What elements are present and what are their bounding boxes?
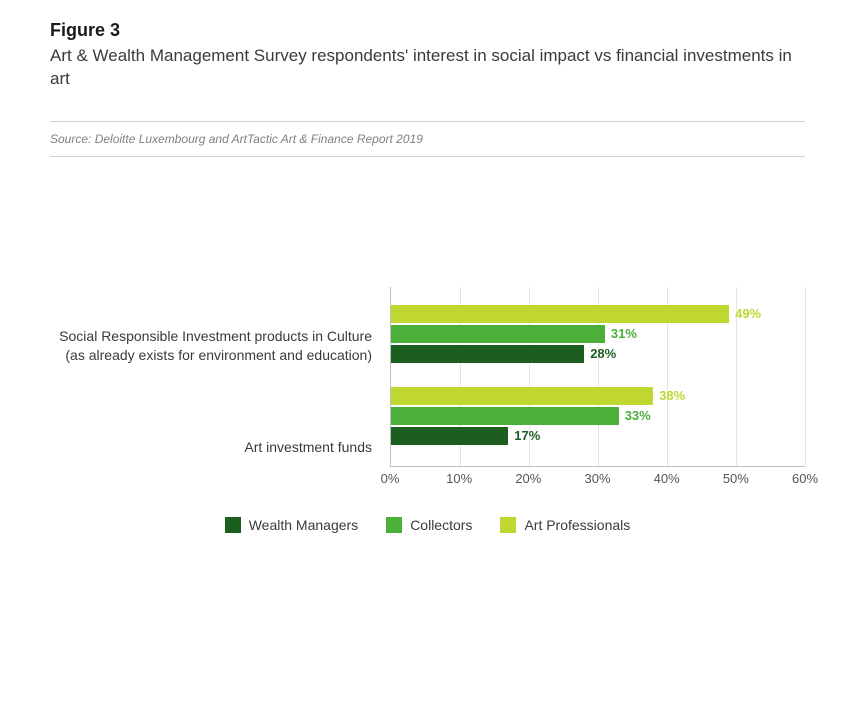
bar-wrap: 31% [391, 325, 805, 343]
chart: Social Responsible Investment products i… [50, 287, 805, 533]
bar-value-label: 17% [508, 427, 540, 445]
figure-title: Figure 3 [50, 20, 805, 41]
bar-value-label: 49% [729, 305, 761, 323]
x-axis-ticks: 0%10%20%30%40%50%60% [390, 467, 805, 491]
category-label: Art investment funds [50, 415, 372, 481]
x-tick-label: 10% [446, 471, 472, 486]
legend-label: Art Professionals [524, 517, 630, 533]
gridline [805, 287, 806, 466]
source-text: Source: Deloitte Luxembourg and ArtTacti… [50, 132, 805, 146]
bar [391, 305, 729, 323]
bar-value-label: 28% [584, 345, 616, 363]
x-tick-label: 30% [584, 471, 610, 486]
legend-item: Collectors [386, 517, 472, 533]
bar-wrap: 49% [391, 305, 805, 323]
x-tick-label: 0% [381, 471, 400, 486]
bar [391, 387, 653, 405]
bar-wrap: 28% [391, 345, 805, 363]
legend-item: Wealth Managers [225, 517, 358, 533]
bar-wrap: 33% [391, 407, 805, 425]
bar [391, 407, 619, 425]
legend-swatch [386, 517, 402, 533]
legend-swatch [500, 517, 516, 533]
bar [391, 427, 508, 445]
y-axis-labels: Social Responsible Investment products i… [50, 287, 390, 491]
legend-label: Wealth Managers [249, 517, 358, 533]
x-tick-label: 50% [723, 471, 749, 486]
x-tick-label: 60% [792, 471, 818, 486]
bar-wrap: 17% [391, 427, 805, 445]
category-label: Social Responsible Investment products i… [50, 313, 372, 379]
bar-wrap: 38% [391, 387, 805, 405]
bar-group: 49% 31% 28% [391, 303, 805, 365]
bar [391, 345, 584, 363]
x-tick-label: 20% [515, 471, 541, 486]
bar-group: 38%33% 17% [391, 385, 805, 447]
bar-value-label: 33% [619, 407, 651, 425]
x-tick-label: 40% [654, 471, 680, 486]
legend-label: Collectors [410, 517, 472, 533]
legend-swatch [225, 517, 241, 533]
bar-value-label: 38% [653, 387, 685, 405]
plot-area: 49%31%28%38%33%17% 0%10%20%30%40%50%60% [390, 287, 805, 491]
plot-inner: 49% 31% 28% 38%33% 17% [390, 287, 805, 467]
bar-value-label: 31% [605, 325, 637, 343]
bar [391, 325, 605, 343]
figure-subtitle: Art & Wealth Management Survey responden… [50, 45, 805, 91]
source-box: Source: Deloitte Luxembourg and ArtTacti… [50, 121, 805, 157]
legend-item: Art Professionals [500, 517, 630, 533]
legend: Wealth Managers Collectors Art Professiona… [50, 517, 805, 533]
